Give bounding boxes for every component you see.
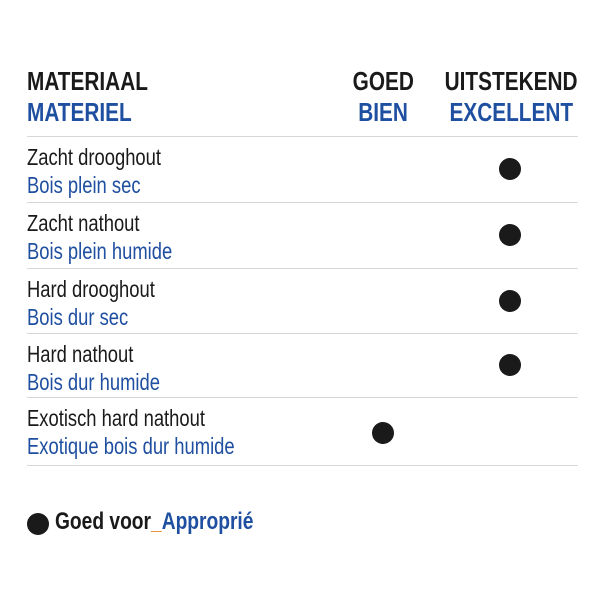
row-material-nl: Zacht drooghout (27, 144, 162, 170)
header-excellent-fr: EXCELLENT (449, 97, 573, 127)
legend-nl: Goed voor (55, 508, 152, 535)
divider (27, 397, 578, 398)
row-material-fr: Bois dur humide (27, 369, 160, 395)
row-material-nl: Exotisch hard nathout (27, 405, 205, 431)
row-material-nl: Zacht nathout (27, 210, 140, 236)
row-material-nl: Hard nathout (27, 341, 134, 367)
legend-fr: Approprié (161, 508, 254, 535)
row-material-fr: Bois plein humide (27, 238, 173, 264)
filled-circle-icon (27, 513, 49, 535)
divider (27, 465, 578, 466)
divider (27, 202, 578, 203)
divider (27, 136, 578, 137)
legend-separator: _ (151, 508, 162, 535)
rating-dot-excellent (499, 289, 521, 312)
header-excellent-nl: UITSTEKEND (444, 66, 578, 96)
divider (27, 333, 578, 334)
divider (27, 268, 578, 269)
header-good-nl: GOED (352, 66, 414, 96)
header-material-nl: MATERIAAL (27, 66, 148, 96)
header-material-fr: MATERIEL (27, 97, 132, 127)
row-material-fr: Exotique bois dur humide (27, 433, 235, 459)
row-material-nl: Hard drooghout (27, 276, 155, 302)
header-good-fr: BIEN (358, 97, 408, 127)
row-material-fr: Bois plein sec (27, 172, 141, 198)
rating-dot-excellent (499, 354, 521, 376)
row-material-fr: Bois dur sec (27, 304, 129, 330)
legend: Goed voor_Approprié (55, 510, 253, 534)
rating-dot-good (372, 422, 394, 444)
rating-dot-excellent (499, 224, 521, 246)
rating-dot-excellent (499, 158, 521, 180)
